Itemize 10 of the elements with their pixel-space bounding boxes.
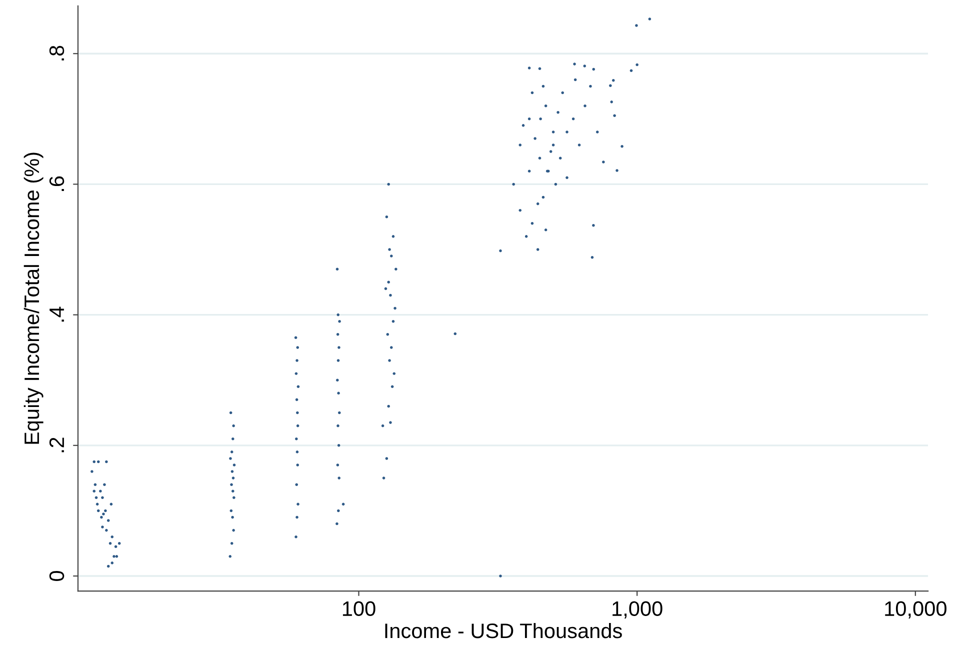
y-axis-title: Equity Income/Total Income (%) [24, 152, 44, 444]
y-tick-label: .2 [49, 438, 64, 452]
y-tick-label: .4 [50, 306, 64, 322]
y-tick-label: 0 [49, 571, 64, 581]
y-tick-label: .8 [49, 46, 64, 60]
x-tick-label: 10,000 [885, 601, 946, 619]
x-tick-label: 1,000 [612, 601, 662, 619]
y-tick-label: .6 [49, 176, 64, 191]
x-axis-title: Income - USD Thousands [385, 622, 622, 638]
x-tick-label: 100 [342, 601, 376, 616]
